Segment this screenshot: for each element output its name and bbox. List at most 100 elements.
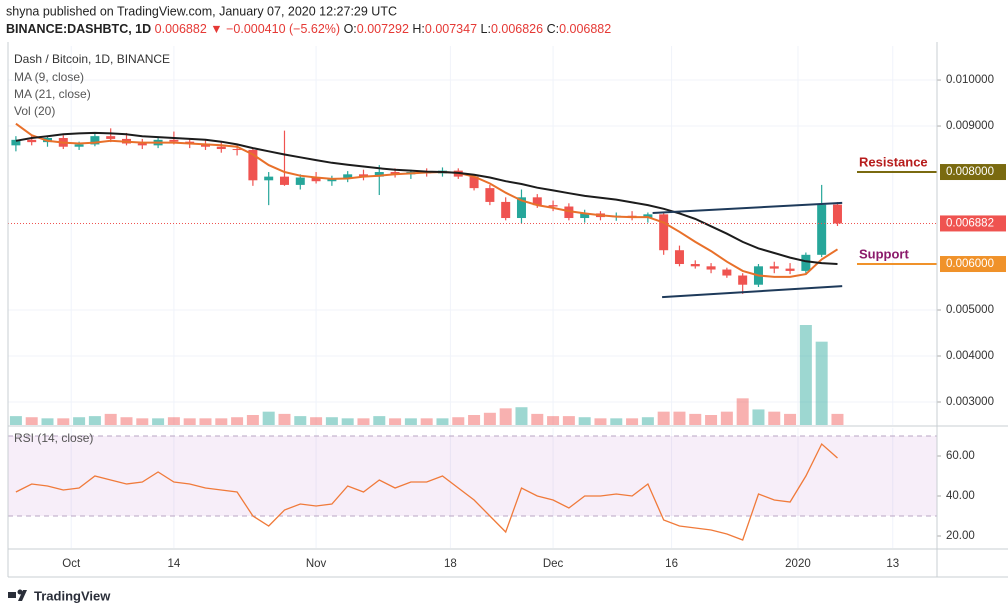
candle-body: [74, 144, 84, 147]
rsi-tick-label: 20.00: [946, 530, 975, 542]
candle-body: [279, 176, 289, 185]
volume-bar: [294, 416, 307, 425]
y-tick-label: 0.005000: [946, 304, 994, 316]
volume-bar: [626, 418, 639, 425]
legend-entry: MA (21, close): [14, 87, 91, 101]
x-tick-label: Nov: [306, 558, 327, 570]
legend-entry: Vol (20): [14, 104, 55, 118]
volume-bar: [152, 418, 165, 425]
volume-bar: [641, 417, 654, 425]
volume-bar: [104, 413, 117, 425]
last-price-box: [940, 215, 1006, 232]
volume-bar: [736, 398, 749, 425]
volume-bar: [9, 416, 22, 425]
volume-bar: [420, 418, 433, 425]
level-name: Resistance: [859, 154, 928, 169]
candle-body: [548, 205, 558, 207]
candle-body: [801, 254, 811, 271]
volume-bar: [815, 341, 828, 425]
candle-body: [295, 177, 305, 185]
ohlc-key: C:: [547, 22, 560, 36]
x-tick-label: Dec: [543, 558, 564, 570]
candle-body: [564, 206, 574, 219]
y-tick-label: 0.009000: [946, 120, 994, 132]
volume-bar: [673, 411, 686, 425]
candle-body: [516, 197, 526, 219]
x-tick-label: 13: [886, 558, 899, 570]
ohlc-value: 0.006826: [491, 22, 543, 36]
candle-body: [674, 250, 684, 265]
candle-body: [232, 149, 242, 151]
main-pane: [8, 46, 937, 425]
x-tick-label: 2020: [785, 558, 811, 570]
level-box: [940, 256, 1006, 273]
quote: 0.006882 ▼ −0.000410 (−5.62%): [155, 22, 340, 36]
ohlc-key: L:: [481, 22, 491, 36]
volume-bar: [199, 418, 212, 425]
volume-bar: [341, 418, 354, 425]
candle-body: [90, 136, 100, 145]
ohlc-key: O:: [344, 22, 357, 36]
volume-bar: [531, 413, 544, 425]
logo: [8, 589, 27, 601]
y-tick-label: 0.004000: [946, 350, 994, 362]
volume-bar: [768, 411, 781, 425]
rsi-tick-label: 40.00: [946, 490, 975, 502]
volume-bar: [468, 415, 481, 425]
x-tick-label: 16: [665, 558, 678, 570]
volume-bar: [547, 416, 560, 425]
volume-bar: [389, 418, 402, 425]
volume-bar: [120, 417, 133, 425]
x-tick-label: 14: [167, 558, 180, 570]
volume-bar: [215, 418, 228, 425]
volume-bar: [452, 417, 465, 425]
volume-bar: [310, 417, 323, 425]
volume-bar: [436, 418, 449, 425]
volume-bar: [246, 415, 259, 425]
plot-layer: Oct 14 Nov 18 Dec 16 2020 13 0.010000 0.009000 0.0…: [8, 46, 1006, 570]
volume-bar: [562, 416, 575, 425]
candle-body: [722, 269, 732, 276]
volume-bar: [515, 407, 528, 425]
candle-body: [706, 266, 716, 270]
volume-bar: [278, 413, 291, 425]
last-price-label: 0.006882: [946, 217, 994, 229]
volume-bar: [784, 413, 797, 425]
volume-bar: [73, 417, 86, 425]
y-tick-label: 0.010000: [946, 74, 994, 86]
x-tick-label: Oct: [62, 558, 81, 570]
ohlc-value: 0.007347: [425, 22, 477, 36]
rsi-line: [15, 442, 838, 541]
candle-body: [358, 174, 368, 177]
ohlc-value: 0.007292: [357, 22, 409, 36]
candle-body: [27, 139, 37, 143]
candle-body: [659, 214, 669, 251]
legend-entry: MA (9, close): [14, 70, 84, 84]
volume-bar: [799, 325, 812, 425]
volume-bar: [88, 416, 101, 425]
ma-line: [15, 131, 838, 265]
volume-bar: [831, 413, 844, 425]
candle-body: [311, 177, 321, 182]
candle-body: [580, 213, 590, 219]
volume-bar: [752, 409, 765, 425]
rsi-band: [8, 436, 937, 516]
volume-bar: [373, 416, 386, 425]
candle-body: [690, 264, 700, 267]
volume-bar: [404, 418, 417, 425]
candle-body: [374, 172, 384, 177]
candle-body: [216, 146, 226, 150]
volume-bar: [720, 411, 733, 425]
volume-bar: [610, 418, 623, 425]
rsi-plot: [8, 428, 937, 548]
candle-body: [106, 136, 116, 139]
ohlc-key: H:: [412, 22, 425, 36]
level-label: 0.008000: [946, 166, 994, 178]
trendline: [652, 201, 843, 214]
candle-body: [343, 174, 353, 179]
volume-bar: [657, 411, 670, 425]
rsi-tick-label: 60.00: [946, 450, 975, 462]
volume-bar: [483, 412, 496, 425]
candle-body: [532, 197, 542, 206]
